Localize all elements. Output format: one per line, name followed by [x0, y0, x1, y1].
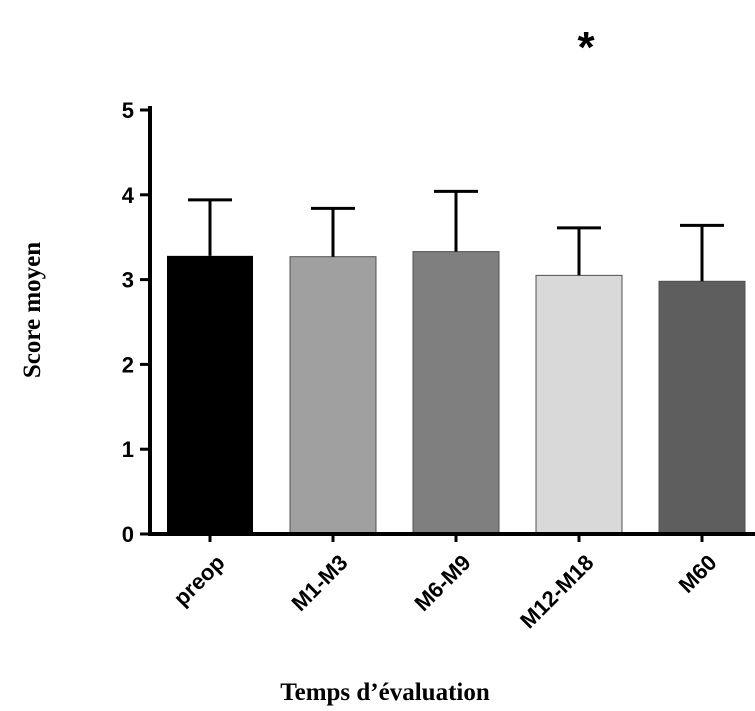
y-ticks-layer: 0 1 2 3 4 5 [122, 98, 150, 547]
y-tick-label-2: 2 [122, 352, 134, 377]
x-axis-title: Temps d’évaluation [280, 679, 490, 706]
bar-m1-m3 [289, 256, 377, 535]
bars-layer [167, 251, 746, 535]
x-tick-label-preop: preop [169, 550, 230, 611]
bar-m60 [658, 280, 746, 535]
y-tick-label-3: 3 [122, 268, 134, 293]
bar-m6-m9 [412, 251, 500, 535]
x-tick-label-m6-m9: M6-M9 [409, 550, 475, 616]
significance-asterisk: * [577, 23, 595, 72]
y-tick-label-0: 0 [122, 522, 134, 547]
y-axis-title: Score moyen [19, 242, 46, 378]
x-tick-label-m60: M60 [674, 550, 722, 598]
bar-preop [167, 255, 253, 534]
x-tick-labels-layer: preop M1-M3 M6-M9 M12-M18 M60 [169, 534, 722, 633]
x-tick-label-m12-m18: M12-M18 [515, 550, 598, 633]
bar-m12-m18 [535, 274, 623, 535]
x-tick-label-m1-m3: M1-M3 [286, 550, 352, 616]
error-bars-layer [188, 189, 724, 282]
y-tick-label-1: 1 [122, 437, 134, 462]
y-tick-label-5: 5 [122, 98, 134, 123]
y-tick-label-4: 4 [122, 183, 135, 208]
